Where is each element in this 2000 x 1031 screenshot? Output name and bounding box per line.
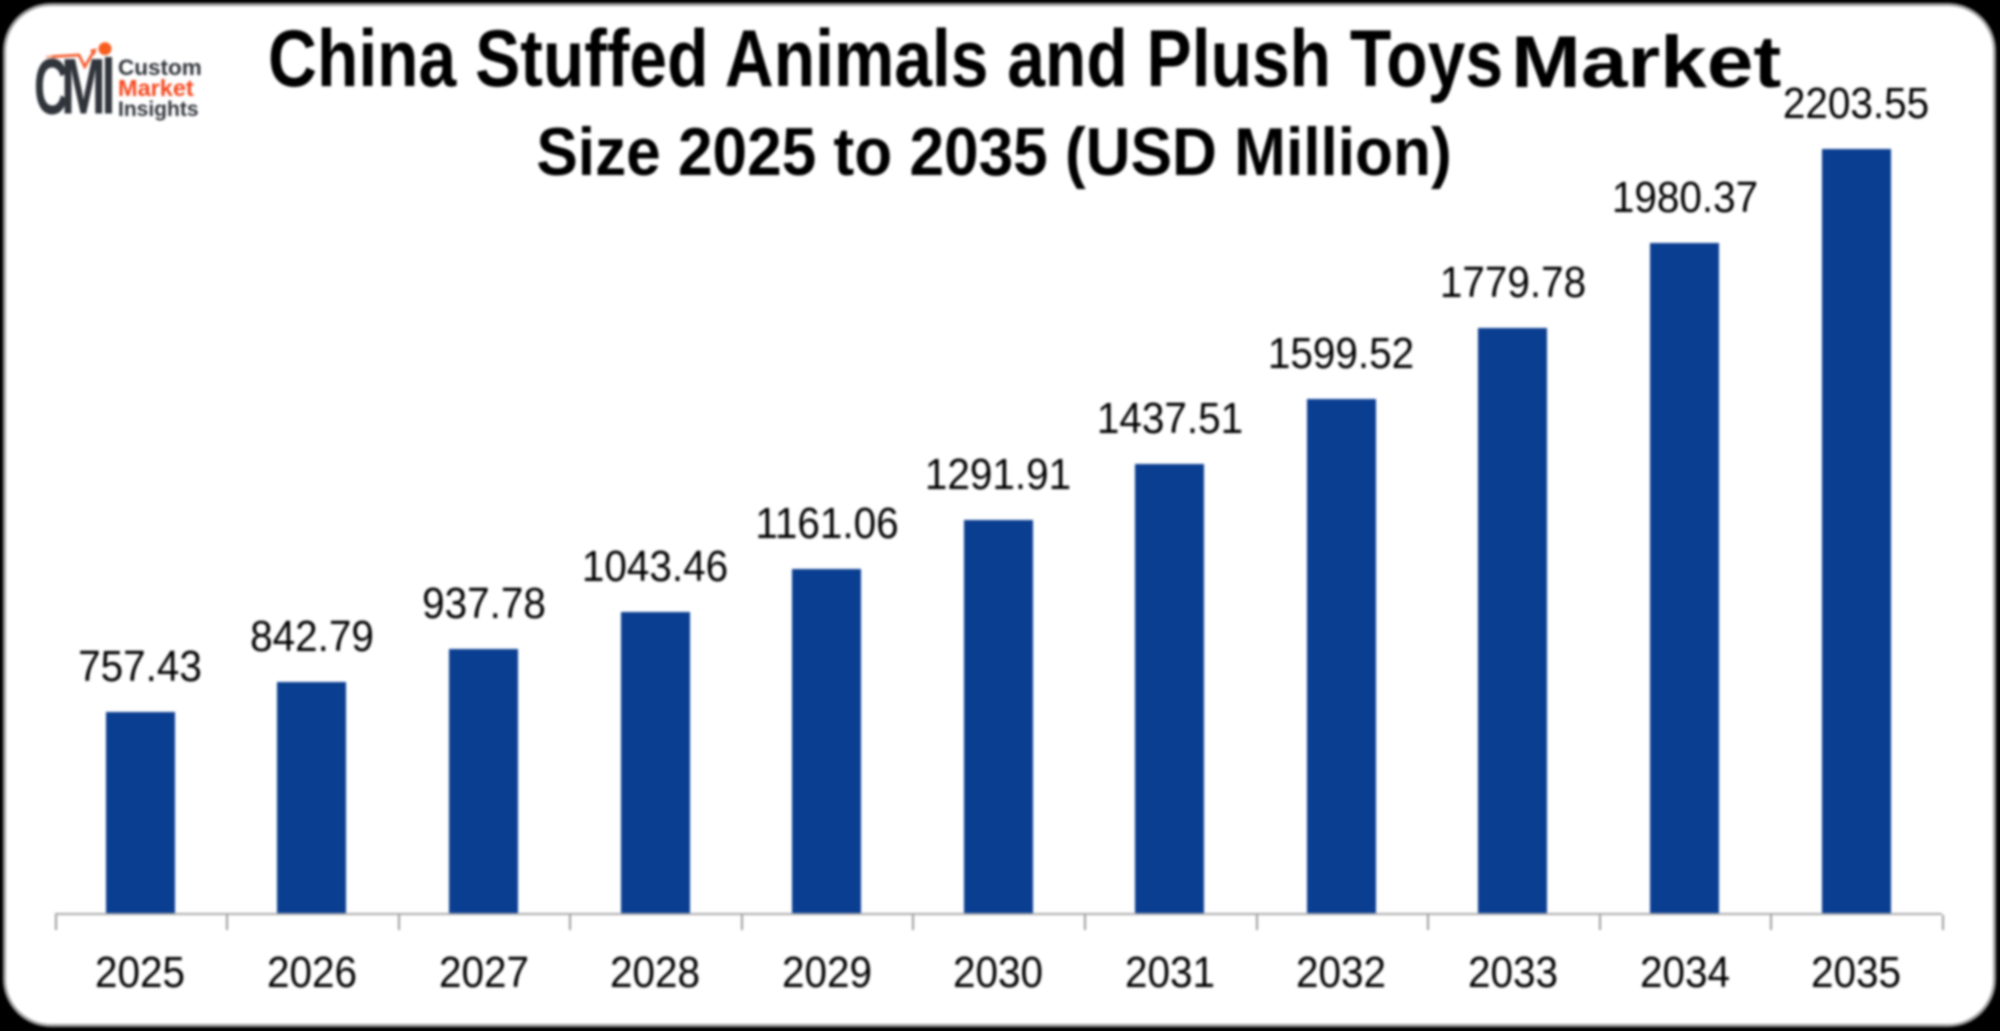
svg-text:Market: Market xyxy=(118,75,194,101)
svg-text:Insights: Insights xyxy=(118,98,199,121)
svg-text:Custom: Custom xyxy=(118,55,202,80)
svg-text:M: M xyxy=(61,43,106,131)
